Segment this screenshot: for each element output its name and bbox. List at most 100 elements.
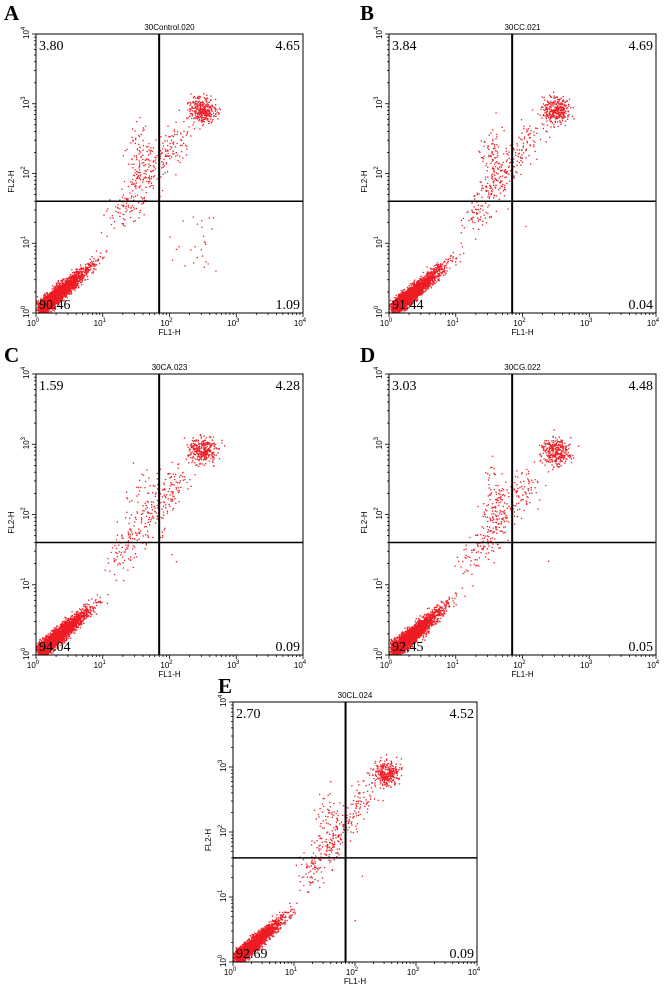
scatter-point xyxy=(79,277,82,279)
scatter-point xyxy=(75,274,78,276)
scatter-point xyxy=(149,178,151,180)
scatter-point xyxy=(49,304,51,306)
scatter-point xyxy=(129,211,131,213)
scatter-point xyxy=(106,235,108,237)
scatter-point xyxy=(72,285,74,287)
scatter-point xyxy=(45,298,48,300)
scatter-point xyxy=(166,171,169,173)
scatter-point xyxy=(133,183,135,185)
scatter-point xyxy=(79,268,82,270)
scatter-point xyxy=(127,163,130,165)
scatter-point xyxy=(193,110,195,112)
scatter-point xyxy=(182,136,184,138)
scatter-point xyxy=(201,117,203,119)
scatter-point xyxy=(43,305,46,307)
scatter-point xyxy=(171,156,173,158)
scatter-point xyxy=(202,124,204,127)
scatter-point xyxy=(50,311,52,313)
scatter-point xyxy=(201,101,203,103)
scatter-point xyxy=(432,273,434,275)
scatter-point xyxy=(412,299,414,301)
scatter-point xyxy=(47,306,50,308)
scatter-point xyxy=(425,277,427,279)
scatter-point xyxy=(77,275,80,277)
scatter-point xyxy=(138,187,141,189)
scatter-point xyxy=(59,282,61,284)
scatter-point xyxy=(58,293,60,295)
scatter-point xyxy=(65,281,68,283)
scatter-point xyxy=(207,110,210,112)
scatter-point xyxy=(176,154,179,156)
scatter-point xyxy=(110,223,113,226)
scatter-point xyxy=(216,111,218,113)
scatter-point xyxy=(201,226,203,229)
scatter-point xyxy=(208,120,210,123)
scatter-point xyxy=(75,273,77,275)
scatter-point xyxy=(132,190,134,192)
scatter-point xyxy=(67,278,69,280)
scatter-point xyxy=(69,287,71,289)
scatter-point xyxy=(194,112,196,115)
scatter-point xyxy=(450,255,452,258)
scatter-point xyxy=(54,298,56,301)
scatter-point xyxy=(74,281,76,283)
scatter-point xyxy=(198,111,200,113)
scatter-point xyxy=(84,279,86,281)
scatter-point xyxy=(173,130,176,133)
scatter-point xyxy=(207,263,209,265)
scatter-point xyxy=(121,204,123,206)
scatter-point xyxy=(404,306,406,308)
scatter-point xyxy=(398,293,400,295)
scatter-point xyxy=(203,118,206,121)
scatter-point xyxy=(61,299,63,301)
scatter-point xyxy=(203,121,205,123)
scatter-point xyxy=(54,301,56,303)
scatter-point xyxy=(63,284,65,286)
scatter-point xyxy=(203,103,205,105)
scatter-point xyxy=(433,273,435,275)
scatter-point xyxy=(65,285,67,287)
scatter-point xyxy=(169,157,171,160)
scatter-point xyxy=(65,295,68,297)
scatter-point xyxy=(45,292,48,294)
scatter-point xyxy=(60,289,62,291)
scatter-point xyxy=(139,162,141,164)
scatter-points xyxy=(35,93,221,314)
scatter-point xyxy=(148,175,151,177)
scatter-point xyxy=(200,102,202,104)
scatter-point xyxy=(172,150,174,152)
scatter-point xyxy=(122,155,124,157)
scatter-point xyxy=(80,275,82,277)
scatter-point xyxy=(203,93,205,95)
scatter-point xyxy=(408,284,410,287)
scatter-point xyxy=(159,155,162,157)
scatter-point xyxy=(197,116,200,119)
scatter-point xyxy=(142,127,144,129)
scatter-point xyxy=(414,283,416,285)
scatter-point xyxy=(190,249,192,251)
quadrant-upper-left-value: 3.80 xyxy=(39,39,64,54)
scatter-point xyxy=(463,252,465,255)
scatter-point xyxy=(400,289,402,292)
scatter-point xyxy=(171,259,174,261)
scatter-point xyxy=(183,130,185,132)
scatter-point xyxy=(162,148,164,150)
scatter-point xyxy=(205,101,207,103)
scatter-point xyxy=(52,285,54,287)
scatter-point xyxy=(172,143,175,145)
scatter-point xyxy=(53,310,55,312)
scatter-point xyxy=(69,283,71,286)
scatter-point xyxy=(60,280,62,282)
scatter-point xyxy=(64,290,66,293)
scatter-point xyxy=(191,107,194,109)
scatter-point xyxy=(165,150,167,152)
scatter-point xyxy=(74,274,77,276)
scatter-point xyxy=(187,103,189,105)
scatter-point xyxy=(201,108,203,110)
scatter-point xyxy=(62,289,64,291)
scatter-point xyxy=(68,289,70,291)
scatter-point xyxy=(195,110,197,112)
scatter-point xyxy=(415,298,418,300)
scatter-point xyxy=(133,206,135,208)
scatter-point xyxy=(81,268,83,270)
